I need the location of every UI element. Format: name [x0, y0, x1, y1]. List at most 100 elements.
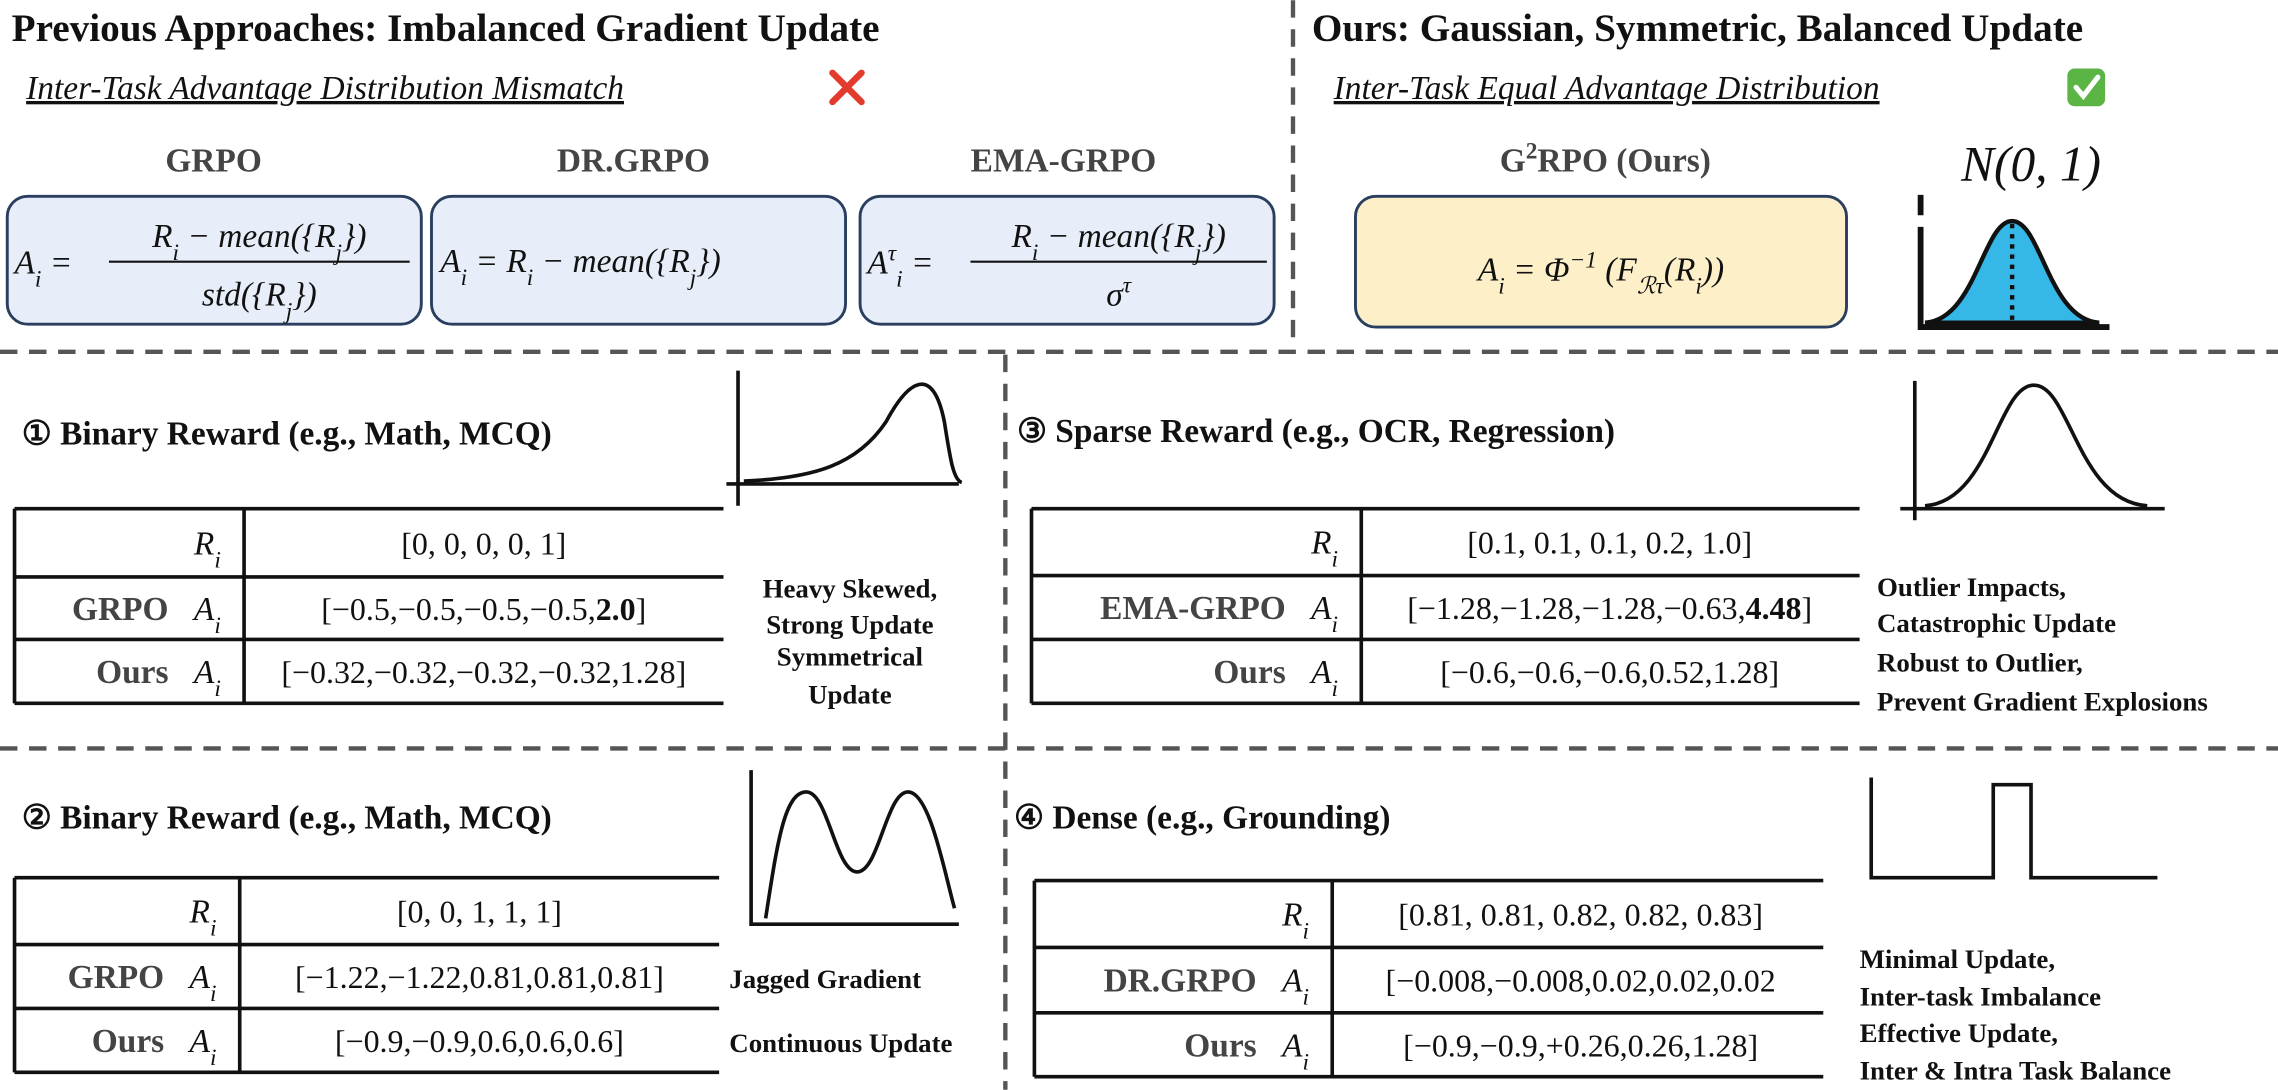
text-part: i: [1032, 240, 1039, 266]
text-part: − mean({R: [533, 243, 690, 280]
text-part: }): [342, 218, 366, 255]
section-subtitle: Inter-Task Equal Advantage Distribution: [1333, 70, 1880, 107]
row-symbol: Ai: [1280, 963, 1309, 1011]
text-part: [−0.5,−0.5,−0.5,−0.5,: [321, 592, 595, 627]
check-icon: [2067, 68, 2106, 107]
text-part: τ: [1123, 272, 1133, 298]
text-part: i: [214, 547, 221, 573]
text-part: i: [461, 265, 468, 291]
panel-title: ② Binary Reward (e.g., Math, MCQ): [22, 799, 552, 836]
text-part: (F: [1597, 252, 1637, 289]
row-label: GRPO: [72, 591, 169, 628]
text-part: −1: [1569, 248, 1596, 274]
note: Inter & Intra Task Balance: [1860, 1056, 2171, 1086]
text-part: i: [210, 981, 217, 1007]
text-part: R: [189, 894, 210, 931]
note: Minimal Update,: [1860, 944, 2055, 974]
row-symbol: Ai: [1280, 1027, 1309, 1075]
formula-lhs: Ai =: [13, 244, 73, 292]
row-symbol: Ri: [193, 525, 221, 573]
text-part: 2.0: [596, 592, 636, 627]
row-value: [−0.9,−0.9,+0.26,0.26,1.28]: [1403, 1028, 1758, 1063]
row-symbol: Ai: [1309, 654, 1338, 702]
formula-box: [858, 194, 1276, 326]
text-part: A: [1476, 252, 1499, 289]
text-part: i: [1302, 1049, 1309, 1075]
text-part: ℛτ: [1637, 274, 1666, 300]
row-symbol: Ai: [192, 591, 221, 639]
text-part: τ: [888, 240, 898, 266]
formula-numerator: Ri − mean({Rj}): [1010, 218, 1225, 266]
text-part: [−0.008,−0.008,0.02,0.02,0.02: [1386, 964, 1776, 999]
text-part: [−0.6,−0.6,−0.6,0.52,1.28]: [1440, 655, 1779, 690]
text-part: [−1.28,−1.28,−1.28,−0.63,: [1407, 591, 1745, 626]
row-symbol: Ai: [188, 1023, 217, 1071]
row-symbol: Ri: [189, 894, 217, 942]
text-part: i: [1332, 612, 1339, 638]
note: Robust to Outlier,: [1877, 647, 2083, 677]
row-symbol: Ri: [1281, 897, 1309, 945]
text-part: i: [527, 265, 534, 291]
text-part: i: [896, 266, 903, 292]
text-part: i: [1302, 919, 1309, 945]
cross-icon: [829, 69, 865, 106]
method-name: DR.GRPO: [557, 143, 710, 180]
row-value: [−0.008,−0.008,0.02,0.02,0.02: [1386, 964, 1776, 999]
text-part: }): [696, 243, 720, 280]
section-title: Ours: Gaussian, Symmetric, Balanced Upda…: [1312, 7, 2083, 50]
row-value: [0, 0, 0, 0, 1]: [401, 526, 566, 561]
text-part: [−0.32,−0.32,−0.32,−0.32,1.28]: [281, 655, 686, 690]
text-part: σ: [1106, 276, 1124, 313]
method-name: G2RPO (Ours): [1500, 139, 1711, 180]
text-part: A: [188, 959, 211, 996]
note: Outlier Impacts,: [1877, 572, 2066, 602]
text-part: [−1.22,−1.22,0.81,0.81,0.81]: [295, 960, 664, 995]
step-curve: [1869, 777, 2158, 880]
text-part: i: [35, 266, 42, 292]
note: Update: [808, 679, 892, 709]
row-value: [−0.32,−0.32,−0.32,−0.32,1.28]: [281, 655, 686, 690]
text-part: A: [1309, 590, 1332, 627]
text-part: std({R: [202, 276, 286, 313]
text-part: i: [1332, 676, 1339, 702]
formula-denominator: στ: [1106, 272, 1132, 313]
row-label: EMA-GRPO: [1100, 590, 1286, 627]
formula-lhs: Aτi =: [865, 240, 933, 292]
row-value: [0.1, 0.1, 0.1, 0.2, 1.0]: [1467, 526, 1752, 561]
note: Continuous Update: [729, 1028, 952, 1058]
row-symbol: Ri: [1310, 525, 1338, 573]
method-name: EMA-GRPO: [971, 143, 1157, 180]
row-label: GRPO: [68, 959, 165, 996]
panel-title: ③ Sparse Reward (e.g., OCR, Regression): [1017, 413, 1615, 450]
text-part: i: [1302, 985, 1309, 1011]
text-part: i: [214, 676, 221, 702]
text-part: 2: [1526, 139, 1538, 165]
note: Strong Update: [766, 610, 933, 640]
bell-curve: [1900, 380, 2165, 521]
text-part: i: [1498, 274, 1505, 300]
row-symbol: Ai: [1309, 590, 1338, 638]
text-part: RPO (Ours): [1537, 143, 1711, 180]
row-value: [−0.9,−0.9,0.6,0.6,0.6]: [335, 1024, 624, 1059]
text-part: i: [173, 240, 180, 266]
row-value: [−0.6,−0.6,−0.6,0.52,1.28]: [1440, 655, 1779, 690]
text-part: = R: [467, 243, 527, 280]
text-part: }): [292, 276, 316, 313]
formula-box: [1354, 194, 1848, 329]
gaussian-icon: [1917, 194, 2110, 330]
text-part: R: [151, 218, 172, 255]
text-part: (R: [1664, 252, 1696, 289]
text-part: A: [438, 243, 461, 280]
text-part: A: [1280, 963, 1303, 1000]
row-symbol: Ai: [188, 959, 217, 1007]
text-part: [0.81, 0.81, 0.82, 0.82, 0.83]: [1398, 898, 1763, 933]
text-part: = Φ: [1505, 252, 1570, 289]
text-part: G: [1500, 143, 1526, 180]
formula-numerator: Ri − mean({Rj}): [151, 218, 366, 266]
text-part: =: [41, 244, 72, 281]
method-name: GRPO: [165, 143, 261, 180]
text-part: R: [1310, 525, 1331, 562]
row-label: DR.GRPO: [1104, 963, 1257, 1000]
text-part: A: [188, 1023, 211, 1060]
note: Jagged Gradient: [729, 964, 921, 994]
